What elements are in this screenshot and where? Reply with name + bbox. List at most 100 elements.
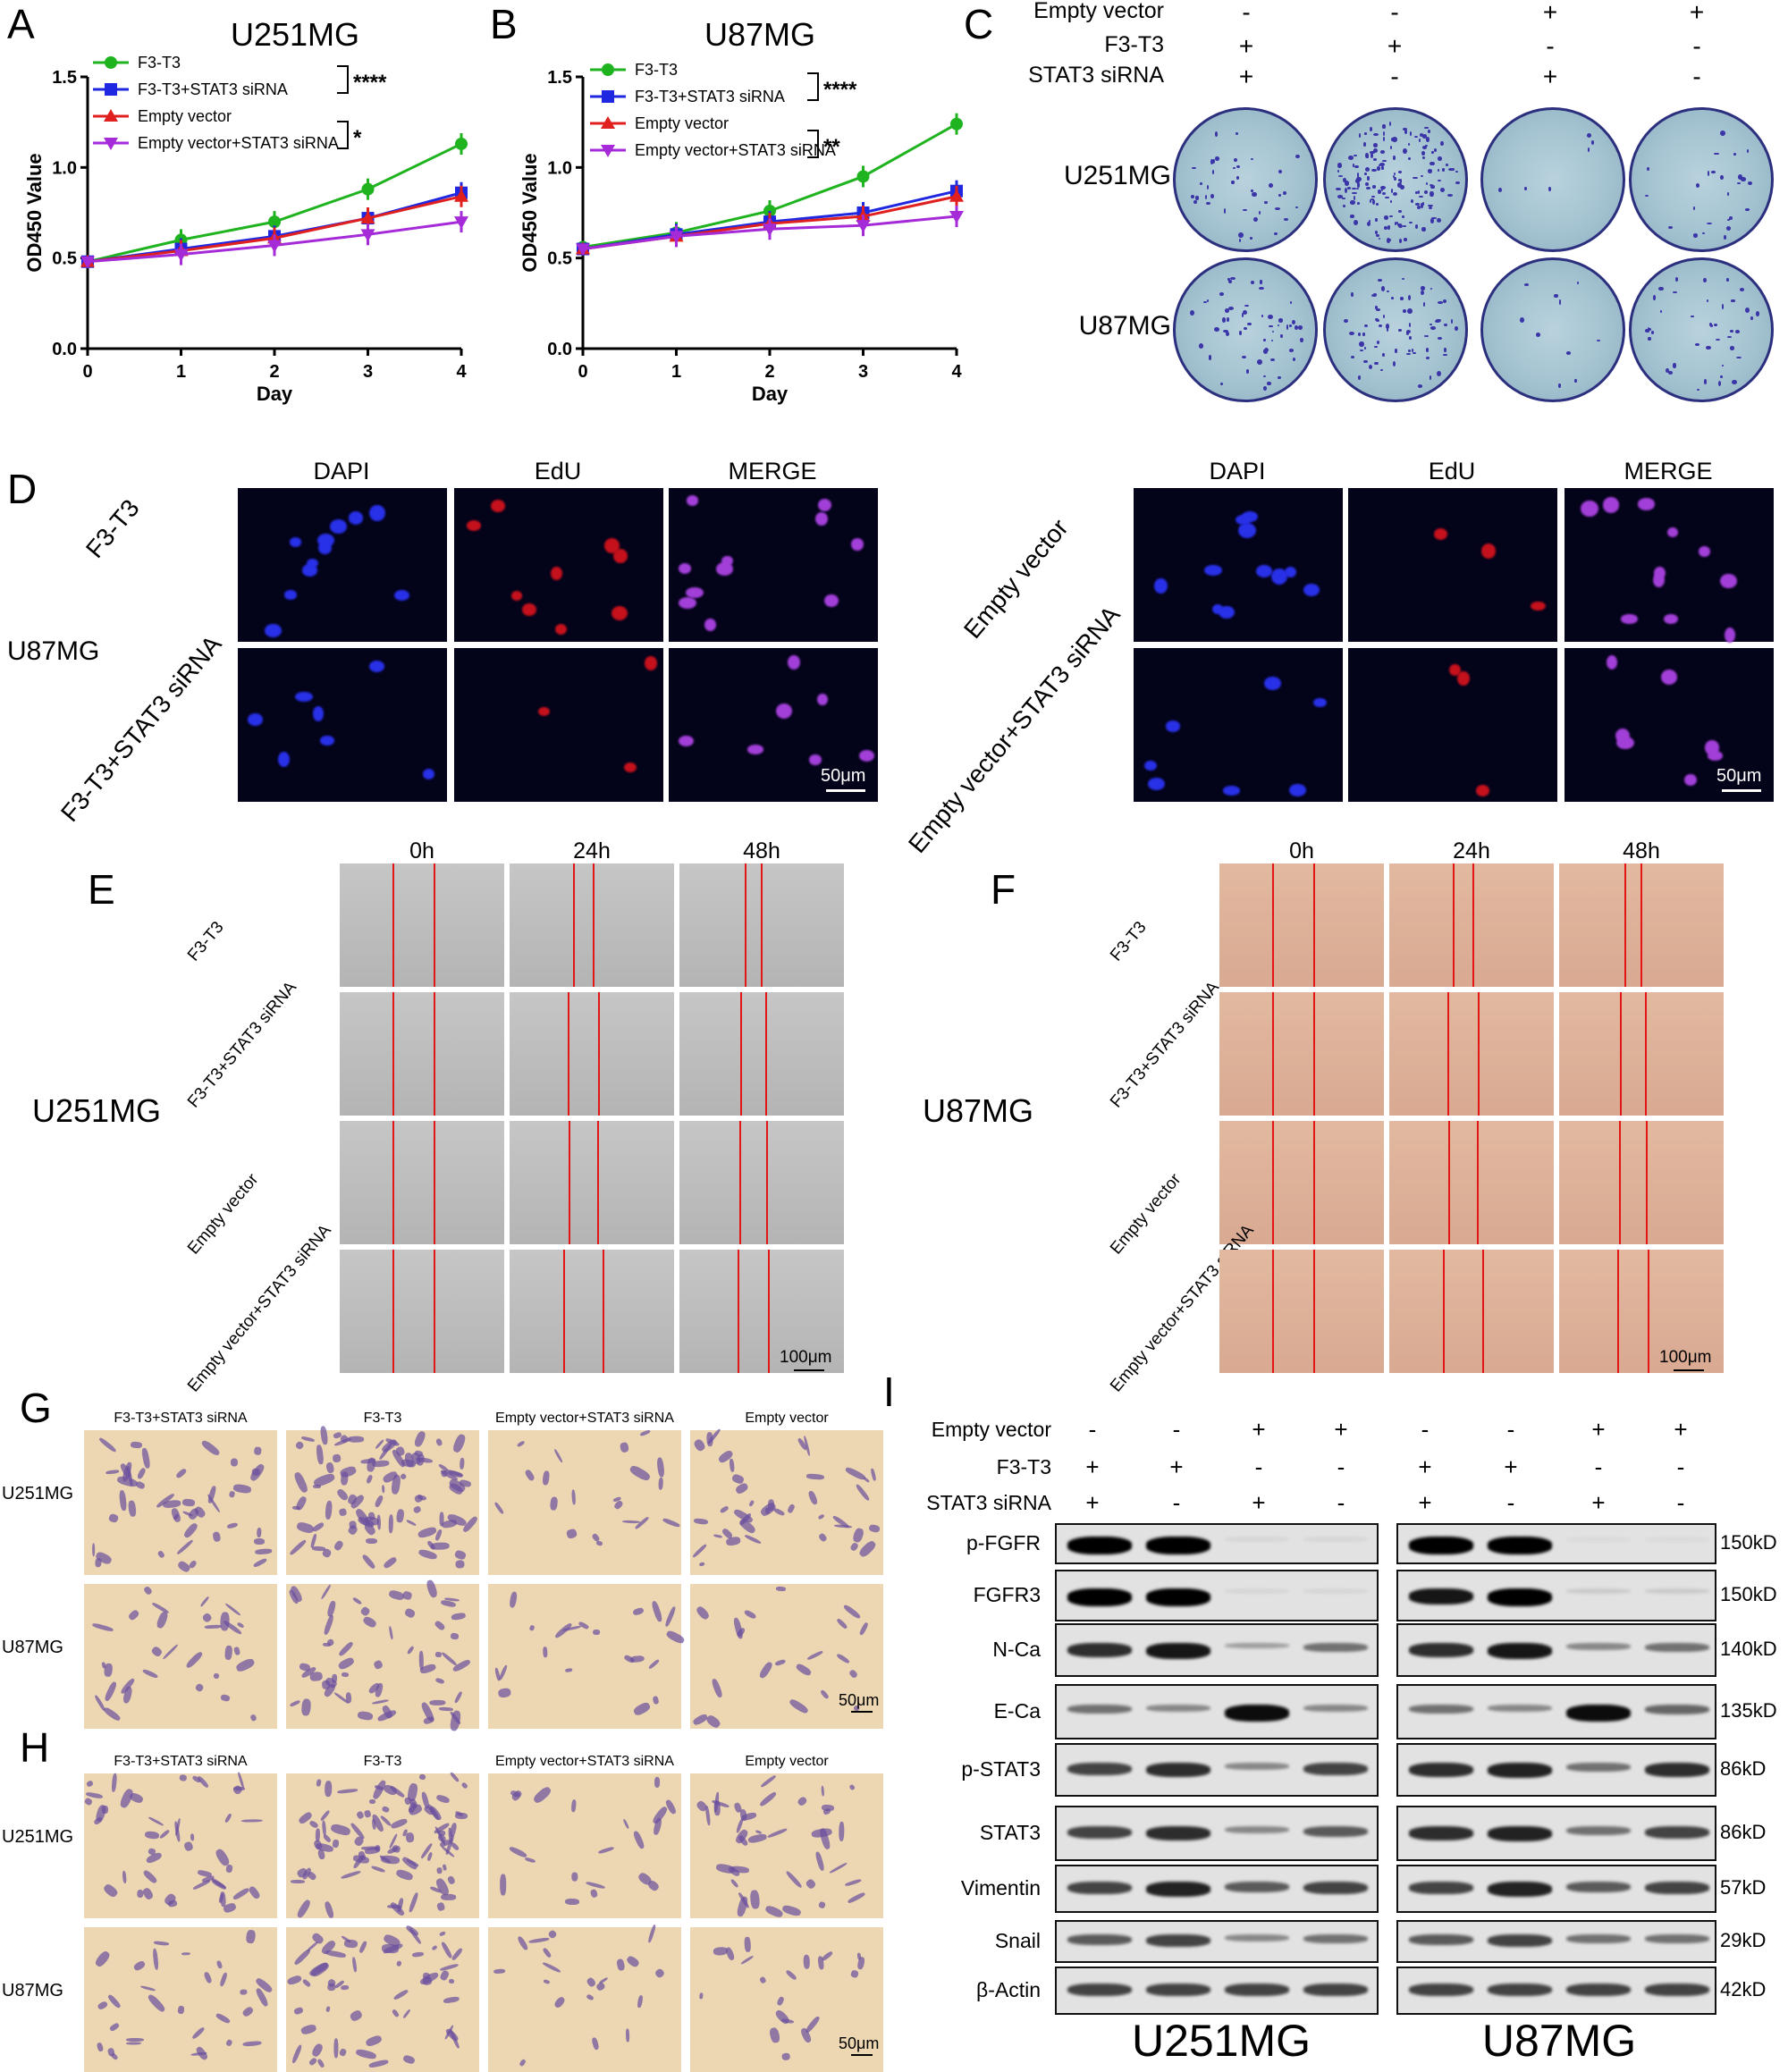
colony-dot xyxy=(1244,326,1247,331)
cell xyxy=(232,1482,253,1494)
x-tick-label: 1 xyxy=(671,362,681,382)
panel-a-label: A xyxy=(7,1,35,47)
colony-dot xyxy=(1409,335,1413,340)
nucleus xyxy=(393,590,410,602)
blot-band xyxy=(1409,1643,1473,1657)
colony-dot xyxy=(1658,286,1664,291)
colony-dot xyxy=(1429,206,1433,209)
colony-dot xyxy=(1274,207,1280,210)
cell xyxy=(871,1468,878,1482)
blot-strip xyxy=(1055,1623,1379,1677)
cell xyxy=(650,1600,663,1622)
cell xyxy=(448,1978,455,1985)
cell xyxy=(232,1887,250,1901)
colony-dot xyxy=(1374,361,1379,365)
cell xyxy=(309,2042,325,2059)
colony-dot xyxy=(1745,307,1750,314)
colony-dot xyxy=(1419,132,1423,137)
cell xyxy=(439,1512,444,1527)
nucleus xyxy=(1165,720,1181,732)
cell xyxy=(85,1781,94,1789)
blot-strip xyxy=(1396,1623,1716,1677)
wound-edge-left xyxy=(1272,1250,1274,1373)
cell xyxy=(648,1659,661,1670)
colony-dot xyxy=(1389,200,1393,203)
wound-edge-right xyxy=(1477,1121,1479,1244)
colony-dot xyxy=(1587,147,1590,152)
colony-dot xyxy=(1693,233,1699,238)
cell xyxy=(333,1453,342,1463)
cell xyxy=(285,1974,303,1986)
nucleus xyxy=(422,768,434,779)
colony-dot xyxy=(1396,182,1403,189)
transwell-image xyxy=(286,1425,479,1575)
colony-dot xyxy=(1429,375,1432,380)
transwell-row-label: U87MG xyxy=(2,1981,63,2000)
cell xyxy=(175,1538,194,1556)
cell xyxy=(639,1429,652,1437)
cell xyxy=(834,1524,853,1529)
cell xyxy=(251,1468,261,1477)
edu-row-label: Empty vector+STAT3 siRNA xyxy=(903,601,1126,858)
cell xyxy=(322,1833,332,1843)
colony-dot xyxy=(1667,371,1673,375)
cell xyxy=(295,1520,315,1534)
cell xyxy=(373,1659,384,1670)
colony-dot xyxy=(1292,320,1296,325)
colony-dot xyxy=(1364,167,1370,173)
wound-edge-left xyxy=(740,992,742,1116)
nucleus xyxy=(1621,614,1638,624)
cell xyxy=(653,1967,665,1979)
nucleus xyxy=(1581,501,1598,518)
transwell-image xyxy=(84,1430,277,1575)
cell xyxy=(125,2041,141,2045)
blot-band xyxy=(1409,1763,1473,1777)
cell xyxy=(141,1886,155,1901)
colony-dot xyxy=(1441,168,1445,172)
cell xyxy=(590,1888,599,1899)
cell xyxy=(516,1439,526,1448)
cell xyxy=(412,1429,427,1448)
marker-triangle-up xyxy=(949,189,964,202)
wound-edge-left xyxy=(573,863,575,987)
cell xyxy=(616,1958,626,1971)
blot-band xyxy=(1225,1984,1289,1996)
colony-dot xyxy=(1246,368,1250,374)
colony-dot xyxy=(1262,349,1268,355)
cell xyxy=(773,2008,792,2026)
cell xyxy=(441,1941,454,1958)
cell xyxy=(242,2041,262,2047)
cell xyxy=(224,1813,232,1824)
colony-dot xyxy=(1436,318,1441,322)
blot-strip xyxy=(1396,1920,1716,1963)
cell xyxy=(358,1941,368,1955)
nucleus xyxy=(1285,567,1297,578)
cell xyxy=(780,2052,790,2061)
transwell-image xyxy=(286,1579,479,1732)
marker-triangle-down xyxy=(601,145,615,157)
colony-dot xyxy=(1354,220,1359,226)
nucleus xyxy=(295,691,314,702)
cell xyxy=(325,1949,347,1958)
colony-dot xyxy=(1337,169,1340,173)
cell xyxy=(131,1958,147,1972)
cell xyxy=(246,1929,257,1945)
blot-band xyxy=(1409,1705,1473,1714)
chart-a-u251mg: 0.0 0.5 1.0 1.5 0 1 2 3 4 Day OD450 Value F3-T3 F3-T… xyxy=(23,54,468,405)
colony-dot xyxy=(1383,225,1387,230)
cell xyxy=(590,2036,600,2051)
y-tick-label: 0.5 xyxy=(52,249,77,269)
cell xyxy=(159,1828,171,1840)
nucleus xyxy=(1236,514,1252,526)
colony-dot xyxy=(1345,180,1350,186)
marker-triangle-up xyxy=(454,189,468,202)
cell xyxy=(341,1984,350,1991)
blot-band xyxy=(1409,1588,1473,1605)
cell xyxy=(316,1445,325,1465)
nucleus xyxy=(1433,527,1447,540)
blot-condition-sign: + xyxy=(1085,1489,1100,1516)
colony-dot xyxy=(1263,375,1267,378)
y-tick-label: 0.5 xyxy=(547,249,572,269)
cell xyxy=(97,2000,109,2011)
colony-dot xyxy=(1249,236,1253,240)
